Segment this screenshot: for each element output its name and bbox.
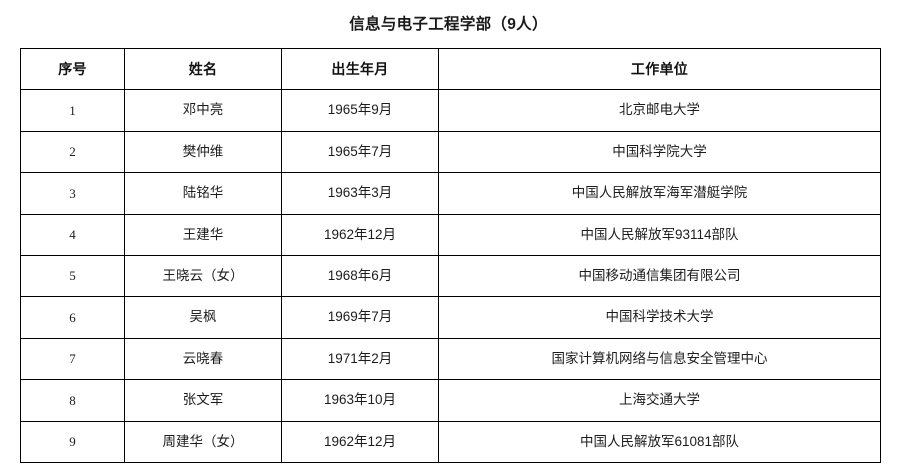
cell-org: 中国科学院大学 bbox=[438, 130, 881, 174]
roster-table: 序号 姓名 出生年月 工作单位 1 邓中亮 1965年9月 北京邮电大学 2 樊… bbox=[20, 47, 881, 463]
cell-org: 北京邮电大学 bbox=[438, 89, 881, 132]
cell-org: 上海交通大学 bbox=[438, 379, 881, 422]
cell-birth: 1962年12月 bbox=[281, 213, 439, 256]
cell-index: 2 bbox=[20, 130, 125, 174]
cell-org: 中国人民解放军海军潜艇学院 bbox=[438, 172, 881, 215]
cell-birth: 1963年10月 bbox=[281, 379, 439, 422]
cell-index: 6 bbox=[20, 296, 125, 339]
column-header-name: 姓名 bbox=[124, 47, 282, 91]
cell-name: 云晓春 bbox=[124, 337, 282, 381]
cell-birth: 1965年9月 bbox=[281, 89, 439, 132]
cell-birth: 1965年7月 bbox=[281, 130, 439, 174]
cell-name: 王建华 bbox=[124, 213, 282, 256]
cell-name: 樊仲维 bbox=[124, 130, 282, 174]
table-row: 8 张文军 1963年10月 上海交通大学 bbox=[20, 379, 881, 422]
table-row: 7 云晓春 1971年2月 国家计算机网络与信息安全管理中心 bbox=[20, 337, 881, 381]
cell-index: 1 bbox=[20, 89, 125, 132]
cell-name: 周建华（女） bbox=[124, 420, 282, 463]
table-row: 6 吴枫 1969年7月 中国科学技术大学 bbox=[20, 296, 881, 339]
cell-name: 陆铭华 bbox=[124, 172, 282, 215]
column-header-birth: 出生年月 bbox=[281, 47, 439, 91]
table-row: 2 樊仲维 1965年7月 中国科学院大学 bbox=[20, 130, 881, 174]
table-row: 1 邓中亮 1965年9月 北京邮电大学 bbox=[20, 89, 881, 132]
cell-name: 王晓云（女） bbox=[124, 254, 282, 298]
cell-birth: 1969年7月 bbox=[281, 296, 439, 339]
cell-org: 中国人民解放军93114部队 bbox=[438, 213, 881, 256]
column-header-index: 序号 bbox=[20, 47, 125, 91]
table-row: 9 周建华（女） 1962年12月 中国人民解放军61081部队 bbox=[20, 420, 881, 463]
cell-name: 邓中亮 bbox=[124, 89, 282, 132]
cell-name: 吴枫 bbox=[124, 296, 282, 339]
table-row: 5 王晓云（女） 1968年6月 中国移动通信集团有限公司 bbox=[20, 254, 881, 298]
cell-org: 中国移动通信集团有限公司 bbox=[438, 254, 881, 298]
cell-index: 7 bbox=[20, 337, 125, 381]
table-body: 1 邓中亮 1965年9月 北京邮电大学 2 樊仲维 1965年7月 中国科学院… bbox=[20, 89, 881, 463]
cell-birth: 1963年3月 bbox=[281, 172, 439, 215]
page-title: 信息与电子工程学部（9人） bbox=[349, 16, 548, 33]
cell-name: 张文军 bbox=[124, 379, 282, 422]
cell-org: 中国科学技术大学 bbox=[438, 296, 881, 339]
cell-org: 国家计算机网络与信息安全管理中心 bbox=[438, 337, 881, 381]
table-header: 序号 姓名 出生年月 工作单位 bbox=[20, 47, 881, 91]
table-header-row: 序号 姓名 出生年月 工作单位 bbox=[20, 47, 881, 91]
cell-birth: 1962年12月 bbox=[281, 420, 439, 463]
cell-index: 9 bbox=[20, 420, 125, 463]
cell-index: 8 bbox=[20, 379, 125, 422]
cell-birth: 1971年2月 bbox=[281, 337, 439, 381]
cell-index: 5 bbox=[20, 254, 125, 298]
roster-table-container: 序号 姓名 出生年月 工作单位 1 邓中亮 1965年9月 北京邮电大学 2 樊… bbox=[20, 47, 881, 463]
column-header-org: 工作单位 bbox=[438, 47, 881, 91]
cell-index: 4 bbox=[20, 213, 125, 256]
table-row: 3 陆铭华 1963年3月 中国人民解放军海军潜艇学院 bbox=[20, 172, 881, 215]
table-row: 4 王建华 1962年12月 中国人民解放军93114部队 bbox=[20, 213, 881, 256]
cell-birth: 1968年6月 bbox=[281, 254, 439, 298]
cell-org: 中国人民解放军61081部队 bbox=[438, 420, 881, 463]
cell-index: 3 bbox=[20, 172, 125, 215]
